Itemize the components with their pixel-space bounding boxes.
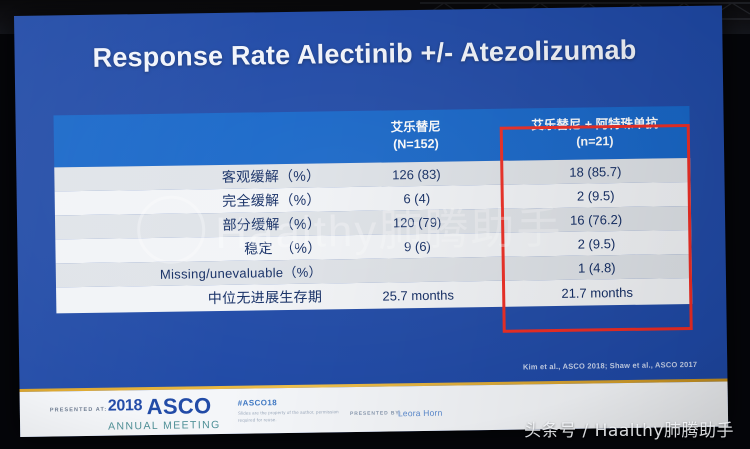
row-value-combo: 16 (76.2): [569, 211, 623, 228]
page-title: Response Rate Alectinib +/- Atezolizumab: [92, 34, 637, 73]
row-value-alectinib: 9 (6): [403, 238, 431, 254]
response-rate-table: 艾乐替尼 (N=152) 艾乐替尼 + 阿特珠单抗 (n=21) 客观缓解（%）…: [53, 105, 693, 333]
citation-text: Kim et al., ASCO 2018; Shaw et al., ASCO…: [522, 359, 698, 372]
footer-presenter-name: Leora Horn: [397, 407, 443, 419]
header-cell-combo: 艾乐替尼 + 阿特珠单抗 (n=21): [499, 106, 690, 161]
header-alectinib-name: 艾乐替尼: [390, 119, 441, 135]
row-value-alectinib: [334, 269, 502, 271]
projected-slide: Response Rate Alectinib +/- Atezolizumab…: [14, 5, 729, 437]
header-cell-blank: [53, 111, 332, 167]
footer-presented-at-label: PRESENTED AT:: [49, 406, 108, 414]
asco-annual-meeting-label: ANNUAL MEETING: [108, 418, 221, 433]
footer-rights-notice: Slides are the property of the author, p…: [237, 409, 339, 423]
row-label: 客观缓解（%）: [221, 167, 321, 185]
row-label: Missing/unevaluable（%）: [159, 263, 322, 282]
row-label: 中位无进展生存期: [207, 288, 323, 307]
header-combo-name: 艾乐替尼 + 阿特珠单抗: [531, 116, 659, 133]
asco-logo-lockup: 2018 ASCO ANNUAL MEETING: [107, 393, 221, 433]
header-cell-alectinib: 艾乐替尼 (N=152): [331, 109, 500, 163]
row-value-combo: 2 (9.5): [576, 187, 615, 204]
row-label: 完全缓解（%）: [222, 191, 321, 209]
row-value-combo: 2 (9.5): [577, 235, 616, 252]
asco-wordmark: ASCO: [146, 393, 212, 420]
row-value-alectinib: 6 (4): [403, 190, 431, 206]
footer-presented-by-label: PRESENTED BY:: [349, 410, 402, 418]
row-value-combo: 21.7 months: [561, 284, 634, 301]
row-label: 部分缓解（%）: [222, 215, 322, 233]
footer-hashtag: #ASCO18: [237, 398, 278, 408]
row-value-alectinib: 120 (79): [392, 214, 442, 230]
table-header-row: 艾乐替尼 (N=152) 艾乐替尼 + 阿特珠单抗 (n=21): [53, 105, 691, 168]
row-value-alectinib: 126 (83): [392, 166, 441, 182]
header-alectinib-n: (N=152): [393, 136, 439, 152]
row-value-combo: 1 (4.8): [577, 259, 616, 276]
row-label: 稳定 （%）: [244, 239, 322, 257]
header-combo-n: (n=21): [576, 134, 614, 149]
row-value-alectinib: 25.7 months: [382, 287, 455, 304]
row-value-combo: 18 (85.7): [569, 163, 622, 180]
asco-year: 2018: [107, 397, 143, 415]
channel-watermark: 头条号 / Haalthy肺腾助手: [524, 421, 734, 441]
